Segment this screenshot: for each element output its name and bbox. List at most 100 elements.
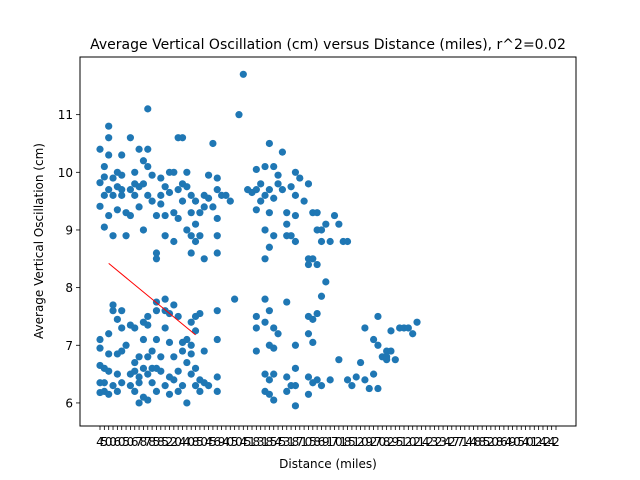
data-point bbox=[191, 364, 200, 372]
data-point bbox=[174, 186, 182, 194]
data-point bbox=[265, 186, 273, 194]
data-point bbox=[270, 162, 278, 171]
data-point bbox=[139, 335, 148, 344]
data-point bbox=[135, 145, 143, 153]
x-tick-label: 8 bbox=[157, 435, 165, 449]
x-tick-label: 0 bbox=[526, 435, 534, 449]
data-point bbox=[96, 145, 104, 153]
x-tick-label: 5 bbox=[231, 435, 239, 449]
data-point bbox=[383, 356, 391, 364]
data-point bbox=[283, 220, 291, 228]
x-tick-label: 0 bbox=[200, 435, 208, 449]
data-point bbox=[100, 223, 108, 231]
data-point bbox=[213, 335, 221, 344]
data-point bbox=[274, 180, 282, 188]
data-point bbox=[213, 373, 221, 381]
x-tick-label: 8 bbox=[192, 435, 200, 449]
data-point bbox=[96, 344, 104, 352]
data-point bbox=[165, 338, 174, 346]
data-point bbox=[356, 358, 365, 367]
data-point bbox=[252, 206, 260, 214]
data-point bbox=[105, 330, 113, 338]
data-point bbox=[144, 312, 152, 321]
data-point bbox=[196, 309, 204, 318]
data-point bbox=[135, 379, 143, 387]
data-point bbox=[118, 151, 126, 159]
x-tick-label: 4 bbox=[444, 435, 452, 449]
x-tick-label: 6 bbox=[318, 435, 326, 449]
data-point bbox=[170, 353, 178, 361]
data-point bbox=[209, 139, 217, 148]
data-point bbox=[330, 211, 339, 220]
x-tick-label: 8 bbox=[292, 435, 300, 449]
data-point bbox=[304, 373, 313, 381]
data-point bbox=[270, 370, 278, 378]
data-point bbox=[322, 220, 330, 228]
data-point bbox=[183, 358, 191, 367]
x-tick-label: 2 bbox=[166, 435, 174, 449]
x-tick-label: 3 bbox=[439, 435, 447, 449]
x-tick-label: 8 bbox=[383, 435, 391, 449]
x-tick-label: 3 bbox=[283, 435, 291, 449]
x-tick-label: 9 bbox=[322, 435, 330, 449]
data-point bbox=[118, 347, 126, 355]
data-point bbox=[265, 307, 273, 315]
data-point bbox=[252, 312, 260, 321]
data-point bbox=[165, 390, 174, 398]
x-tick-label: 5 bbox=[279, 435, 287, 449]
data-point bbox=[187, 370, 195, 378]
data-point bbox=[144, 105, 152, 113]
data-point bbox=[222, 191, 230, 199]
data-point bbox=[131, 367, 139, 375]
data-point bbox=[283, 373, 291, 381]
data-point bbox=[170, 209, 178, 217]
data-point bbox=[118, 324, 126, 332]
data-point bbox=[204, 171, 213, 179]
data-point bbox=[100, 162, 108, 171]
data-point bbox=[309, 315, 317, 323]
x-tick-label: 9 bbox=[509, 435, 517, 449]
data-point bbox=[283, 387, 291, 396]
data-point bbox=[152, 255, 161, 263]
data-point bbox=[317, 226, 326, 234]
x-tick-label: 0 bbox=[226, 435, 234, 449]
data-point bbox=[144, 145, 152, 153]
x-tick-label: 7 bbox=[452, 435, 460, 449]
data-point bbox=[261, 255, 269, 263]
data-point bbox=[126, 211, 134, 220]
data-point bbox=[387, 347, 395, 355]
data-point bbox=[96, 179, 104, 187]
data-point bbox=[135, 373, 143, 381]
x-tick-label: 4 bbox=[239, 435, 247, 449]
data-point bbox=[183, 399, 191, 407]
x-tick-label: 4 bbox=[222, 435, 230, 449]
data-point bbox=[105, 122, 113, 130]
data-point bbox=[187, 209, 195, 217]
data-point bbox=[196, 387, 204, 396]
x-tick-label: 4 bbox=[274, 435, 282, 449]
data-point bbox=[126, 382, 134, 390]
x-tick-label: 1 bbox=[400, 435, 408, 449]
data-point bbox=[148, 171, 156, 179]
x-tick-label: 4 bbox=[205, 435, 213, 449]
data-point bbox=[270, 324, 278, 332]
data-point bbox=[178, 197, 187, 205]
data-point bbox=[105, 390, 113, 398]
data-point bbox=[252, 165, 260, 174]
x-tick-label: 7 bbox=[296, 435, 304, 449]
x-tick-label: 2 bbox=[170, 435, 178, 449]
data-point bbox=[187, 249, 195, 257]
data-point bbox=[191, 382, 200, 390]
data-point bbox=[213, 232, 221, 240]
data-point bbox=[370, 370, 378, 378]
x-tick-label: 9 bbox=[391, 435, 399, 449]
data-point bbox=[126, 186, 134, 194]
data-point bbox=[152, 211, 161, 220]
x-tick-label: 7 bbox=[331, 435, 339, 449]
data-point bbox=[239, 70, 247, 78]
data-point bbox=[191, 197, 200, 205]
data-point bbox=[270, 396, 278, 404]
data-points bbox=[96, 70, 421, 410]
data-point bbox=[144, 191, 152, 199]
data-point bbox=[370, 335, 378, 344]
